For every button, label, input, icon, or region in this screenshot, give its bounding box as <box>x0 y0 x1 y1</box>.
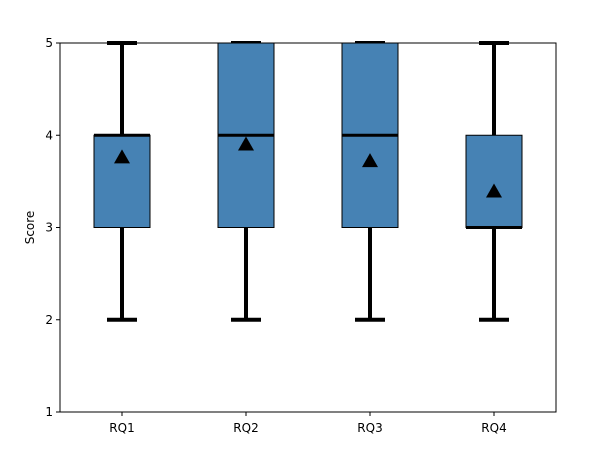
x-tick-label: RQ4 <box>481 421 506 435</box>
iqr-box <box>93 134 151 228</box>
y-tick-label: 5 <box>45 36 53 50</box>
iqr-box <box>465 134 523 228</box>
x-tick-label: RQ3 <box>357 421 382 435</box>
mean-marker <box>486 183 502 198</box>
box-group <box>217 41 275 322</box>
mean-marker <box>114 149 130 164</box>
y-axis: 1 2 3 4 5 <box>45 36 60 419</box>
y-tick-label: 3 <box>45 221 53 235</box>
mean-marker <box>362 153 378 168</box>
y-tick-label: 1 <box>45 405 53 419</box>
y-tick-label: 2 <box>45 313 53 327</box>
x-axis: RQ1 RQ2 RQ3 RQ4 <box>109 412 507 435</box>
y-axis-label: Score <box>23 211 37 245</box>
box-group <box>93 41 151 322</box>
x-tick-label: RQ2 <box>233 421 258 435</box>
box-group <box>341 41 399 322</box>
x-tick-label: RQ1 <box>109 421 134 435</box>
boxes-layer <box>93 41 523 322</box>
mean-marker <box>238 136 254 151</box>
y-tick-label: 4 <box>45 128 53 142</box>
box-group <box>465 41 523 322</box>
